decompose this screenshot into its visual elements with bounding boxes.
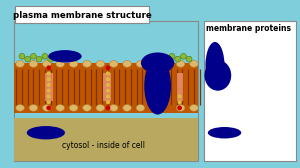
Circle shape — [106, 77, 110, 81]
Circle shape — [46, 77, 51, 81]
Circle shape — [19, 53, 25, 59]
Ellipse shape — [82, 104, 91, 111]
Circle shape — [25, 56, 31, 62]
Ellipse shape — [136, 61, 145, 67]
Ellipse shape — [123, 61, 131, 67]
Circle shape — [169, 53, 175, 59]
Ellipse shape — [82, 61, 91, 67]
Circle shape — [36, 56, 42, 62]
Circle shape — [46, 71, 51, 76]
Circle shape — [106, 89, 110, 93]
Ellipse shape — [69, 104, 78, 111]
Circle shape — [106, 100, 110, 104]
Ellipse shape — [144, 57, 171, 115]
Bar — [14, 21, 198, 161]
Ellipse shape — [29, 61, 38, 67]
Circle shape — [46, 106, 51, 110]
Ellipse shape — [43, 61, 51, 67]
Ellipse shape — [43, 104, 51, 111]
Ellipse shape — [136, 104, 145, 111]
Ellipse shape — [56, 104, 64, 111]
Circle shape — [158, 53, 164, 59]
Circle shape — [178, 100, 182, 104]
Circle shape — [106, 94, 110, 98]
Ellipse shape — [110, 61, 118, 67]
Ellipse shape — [16, 104, 24, 111]
Text: plasma membrane structure: plasma membrane structure — [13, 11, 152, 20]
Circle shape — [46, 94, 51, 98]
Bar — [14, 63, 198, 113]
Bar — [15, 6, 149, 23]
Circle shape — [46, 65, 51, 70]
Circle shape — [106, 71, 110, 76]
Ellipse shape — [206, 42, 224, 90]
Circle shape — [42, 53, 48, 59]
Bar — [45, 73, 52, 101]
Circle shape — [31, 53, 36, 59]
Text: cytosol - inside of cell: cytosol - inside of cell — [62, 141, 145, 150]
Ellipse shape — [123, 104, 131, 111]
Circle shape — [46, 89, 51, 93]
Circle shape — [46, 100, 51, 104]
Circle shape — [106, 83, 110, 87]
Ellipse shape — [27, 126, 65, 139]
Ellipse shape — [176, 61, 185, 67]
Circle shape — [106, 106, 110, 110]
Circle shape — [46, 83, 51, 87]
Circle shape — [181, 53, 186, 59]
Text: membrane proteins: membrane proteins — [206, 24, 291, 33]
Ellipse shape — [190, 61, 198, 67]
Bar — [14, 118, 198, 161]
Bar — [103, 73, 111, 101]
Ellipse shape — [141, 52, 174, 73]
Ellipse shape — [69, 61, 78, 67]
Ellipse shape — [56, 61, 64, 67]
Circle shape — [106, 65, 110, 70]
Circle shape — [178, 94, 182, 98]
Ellipse shape — [96, 61, 105, 67]
Ellipse shape — [176, 104, 185, 111]
Ellipse shape — [208, 127, 241, 138]
Circle shape — [48, 56, 53, 62]
Bar — [177, 73, 183, 101]
Ellipse shape — [205, 60, 231, 91]
Ellipse shape — [96, 104, 105, 111]
Ellipse shape — [48, 50, 82, 62]
Ellipse shape — [110, 104, 118, 111]
Ellipse shape — [29, 104, 38, 111]
Circle shape — [177, 106, 182, 110]
Ellipse shape — [190, 104, 198, 111]
Ellipse shape — [16, 61, 24, 67]
Bar — [203, 21, 296, 161]
Circle shape — [164, 56, 169, 62]
Circle shape — [175, 56, 181, 62]
Circle shape — [186, 56, 192, 62]
